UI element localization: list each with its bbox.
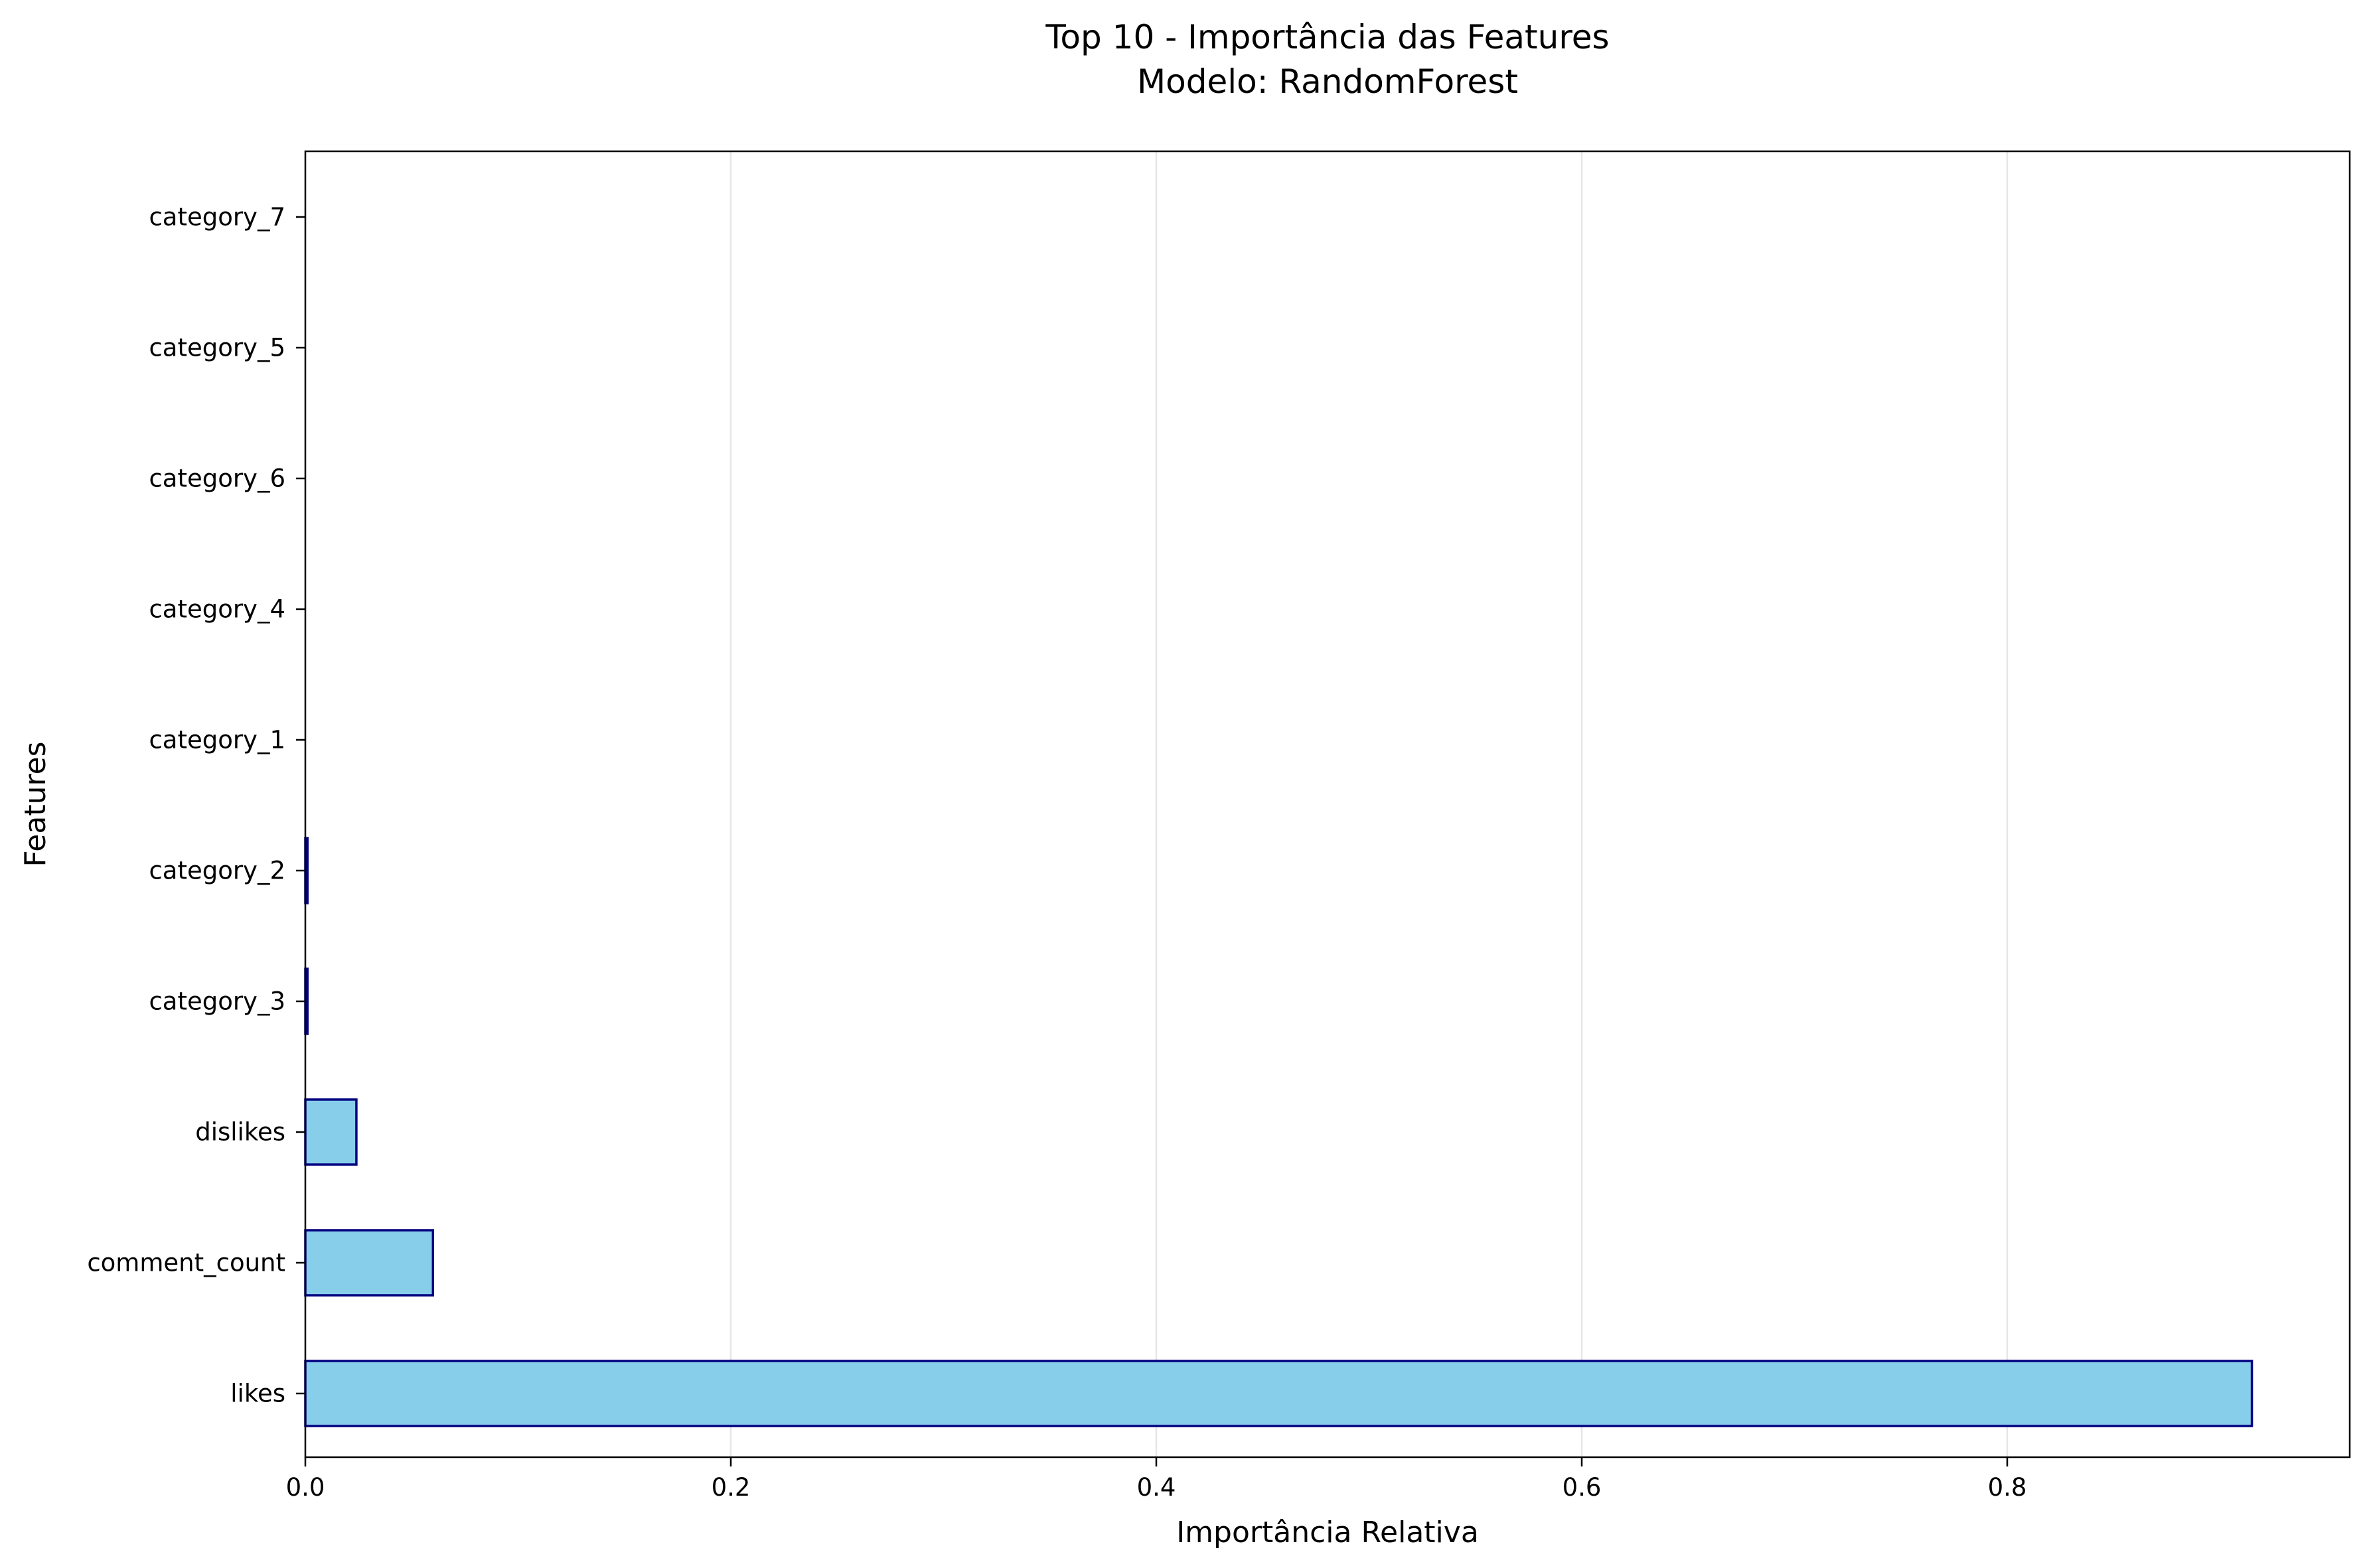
x-tick-label: 0.8 bbox=[1988, 1473, 2027, 1502]
y-tick-label: category_6 bbox=[149, 464, 285, 493]
y-tick-label: category_5 bbox=[149, 334, 285, 362]
y-tick-label: category_4 bbox=[149, 595, 285, 624]
bars-layer bbox=[304, 837, 2253, 1427]
grid-layer bbox=[304, 151, 2009, 1457]
y-tick-label: category_1 bbox=[149, 726, 285, 754]
y-tick-label: category_2 bbox=[149, 857, 285, 885]
x-tick-label: 0.6 bbox=[1563, 1473, 1602, 1502]
bar-comment-count bbox=[304, 1229, 435, 1297]
chart-subtitle: Modelo: RandomForest bbox=[1137, 62, 1518, 101]
y-tick-label: category_3 bbox=[149, 987, 285, 1016]
x-axis-label: Importância Relativa bbox=[1176, 1516, 1479, 1549]
y-tick-label: likes bbox=[230, 1380, 285, 1408]
plot-frame bbox=[304, 150, 2351, 1459]
bar-likes bbox=[304, 1360, 2253, 1427]
x-tick-label: 0.4 bbox=[1137, 1473, 1176, 1502]
y-tick-label: category_7 bbox=[149, 203, 285, 232]
ticks-layer: 0.0 0.2 0.4 0.6 0.8 likes comment_count dislike… bbox=[87, 203, 2026, 1502]
y-tick-label: dislikes bbox=[195, 1118, 285, 1147]
chart-title: Top 10 - Importância das Features bbox=[1045, 18, 1609, 56]
x-tick-label: 0.0 bbox=[286, 1473, 325, 1502]
x-tick-label: 0.2 bbox=[712, 1473, 751, 1502]
bar-dislikes bbox=[304, 1098, 358, 1166]
y-tick-label: comment_count bbox=[87, 1249, 285, 1277]
y-axis-label: Features bbox=[19, 741, 52, 867]
